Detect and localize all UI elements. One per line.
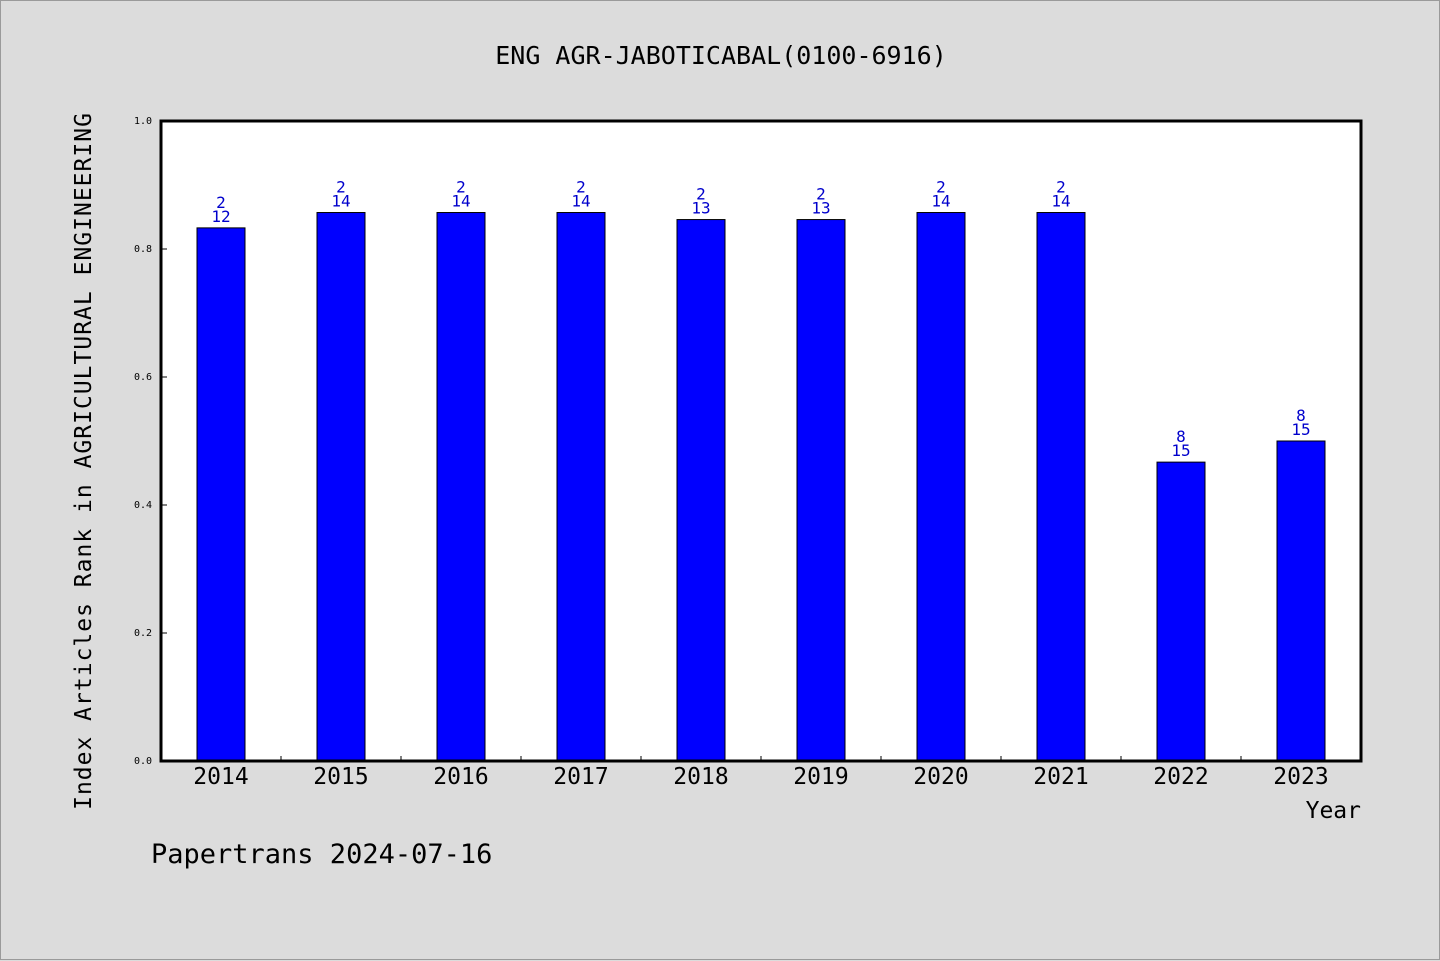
- bar-2018: [676, 219, 726, 762]
- bars-group: [196, 212, 1326, 762]
- bar-label-bottom-2018: 13: [691, 199, 710, 218]
- x-tick-label-2019: 2019: [793, 764, 848, 790]
- x-tick-label-2017: 2017: [553, 764, 608, 790]
- x-tick-label-2016: 2016: [433, 764, 488, 790]
- bar-label-top-2021: 2: [1056, 178, 1066, 197]
- bar-2022: [1156, 461, 1206, 762]
- y-tick-label: 0.8: [134, 244, 152, 255]
- y-tick-label: 0.0: [134, 756, 152, 767]
- bar-2023: [1276, 440, 1326, 762]
- bar-label-bottom-2014: 12: [211, 207, 230, 226]
- bar-label-bottom-2019: 13: [811, 199, 830, 218]
- y-tick-label: 1.0: [134, 116, 152, 127]
- y-tick-label: 0.2: [134, 628, 152, 639]
- x-tick-label-2015: 2015: [313, 764, 368, 790]
- x-tick-label-2014: 2014: [193, 764, 248, 790]
- bar-label-bottom-2020: 14: [931, 192, 950, 211]
- bar-label-bottom-2016: 14: [451, 192, 470, 211]
- footer-date-stamp: Papertrans 2024-07-16: [151, 839, 492, 870]
- y-axis-label: Index Articles Rank in AGRICULTURAL ENGI…: [71, 112, 97, 810]
- chart-title: ENG AGR-JABOTICABAL(0100-6916): [495, 41, 947, 70]
- bar-label-top-2015: 2: [336, 178, 346, 197]
- x-tick-label-2023: 2023: [1273, 764, 1328, 790]
- x-tick-label-2022: 2022: [1153, 764, 1208, 790]
- bar-label-bottom-2023: 15: [1291, 420, 1310, 439]
- bar-2014: [196, 227, 246, 762]
- bar-label-top-2014: 2: [216, 193, 226, 212]
- bar-2015: [316, 212, 366, 762]
- x-axis-label: Year: [1306, 798, 1361, 824]
- bar-label-bottom-2015: 14: [331, 192, 350, 211]
- bar-label-bottom-2017: 14: [571, 192, 590, 211]
- bar-label-bottom-2022: 15: [1171, 441, 1190, 460]
- bar-label-bottom-2021: 14: [1051, 192, 1070, 211]
- x-axis-ticks: 2014 2015 2016 2017 2018 2019 2020 2021 2022 2023: [193, 756, 1329, 790]
- bar-2016: [436, 212, 486, 762]
- bar-label-top-2023: 8: [1296, 406, 1306, 425]
- bar-label-top-2016: 2: [456, 178, 466, 197]
- x-tick-label-2020: 2020: [913, 764, 968, 790]
- y-tick-label: 0.4: [134, 500, 152, 511]
- bar-2020: [916, 212, 966, 762]
- bar-label-top-2017: 2: [576, 178, 586, 197]
- bar-2017: [556, 212, 606, 762]
- x-tick-label-2018: 2018: [673, 764, 728, 790]
- bar-label-top-2022: 8: [1176, 427, 1186, 446]
- bar-label-top-2019: 2: [816, 185, 826, 204]
- bar-label-top-2018: 2: [696, 185, 706, 204]
- x-tick-label-2021: 2021: [1033, 764, 1088, 790]
- bar-2019: [796, 219, 846, 762]
- bar-label-top-2020: 2: [936, 178, 946, 197]
- y-axis-ticks: 0.0 0.2 0.4 0.6 0.8 1.0: [134, 116, 167, 767]
- y-tick-label: 0.6: [134, 372, 152, 383]
- bar-2021: [1036, 212, 1086, 762]
